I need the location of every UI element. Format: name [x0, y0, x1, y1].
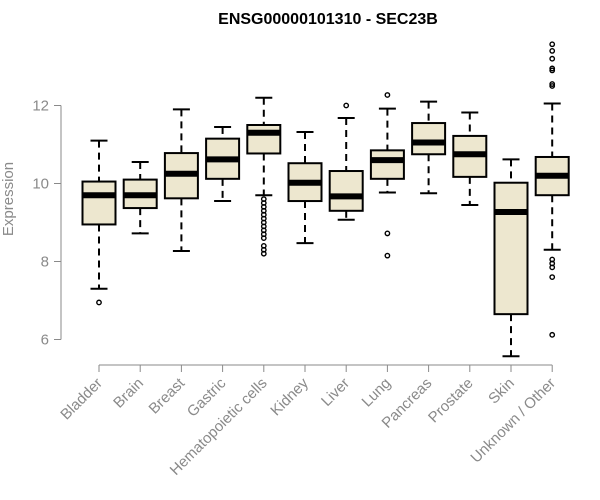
iqr-box: [493, 181, 529, 316]
box-liver: [328, 102, 364, 221]
outlier-point: [384, 230, 391, 237]
chart-title: ENSG00000101310 - SEC23B: [218, 11, 438, 28]
box-pancreas: [411, 100, 447, 195]
y-tick-label: 8: [41, 254, 49, 271]
x-tick-label: Breast: [146, 374, 189, 417]
iqr-box: [328, 170, 364, 212]
boxes-group: [81, 41, 570, 358]
outlier-point: [384, 252, 391, 259]
y-tick-label: 12: [32, 98, 49, 115]
box-prostate: [452, 111, 488, 206]
outlier-point: [343, 102, 350, 109]
box-breast: [163, 108, 199, 252]
outlier-point: [384, 92, 391, 98]
outlier-point: [549, 65, 556, 72]
x-tick-label: Liver: [318, 375, 353, 410]
y-axis: 6 8 10 12: [32, 98, 62, 349]
box-lung: [369, 92, 405, 259]
outlier-point: [549, 41, 556, 48]
outlier-point: [549, 55, 556, 62]
x-tick-label: Bladder: [57, 375, 106, 424]
outlier-point: [96, 299, 102, 306]
iqr-box: [411, 122, 447, 156]
outlier-point: [549, 83, 556, 89]
x-tick-label: Prostate: [425, 375, 477, 427]
outlier-point: [549, 67, 556, 74]
outlier-point: [549, 48, 556, 54]
box-unknown-other: [534, 41, 570, 338]
outlier-point: [260, 250, 267, 257]
outlier-point: [549, 274, 556, 280]
y-axis-label: Expression: [0, 162, 17, 236]
iqr-box: [246, 124, 282, 155]
x-tick-label: Lung: [359, 375, 395, 411]
box-hematopoietic-cells: [246, 96, 282, 257]
outlier-point: [260, 235, 267, 242]
outlier-point: [549, 81, 556, 87]
box-kidney: [287, 131, 323, 245]
y-tick-label: 6: [41, 332, 49, 349]
box-brain: [122, 161, 158, 235]
box-bladder: [81, 139, 117, 306]
box-skin: [493, 158, 529, 358]
box-gastric: [205, 125, 241, 203]
outlier-point: [549, 264, 556, 271]
x-tick-label: Skin: [485, 375, 518, 408]
y-tick-label: 10: [32, 176, 49, 193]
iqr-box: [81, 180, 117, 226]
x-tick-label: Kidney: [267, 374, 312, 419]
outlier-point: [549, 331, 556, 338]
x-tick-label: Brain: [110, 375, 147, 412]
iqr-box: [369, 149, 405, 180]
